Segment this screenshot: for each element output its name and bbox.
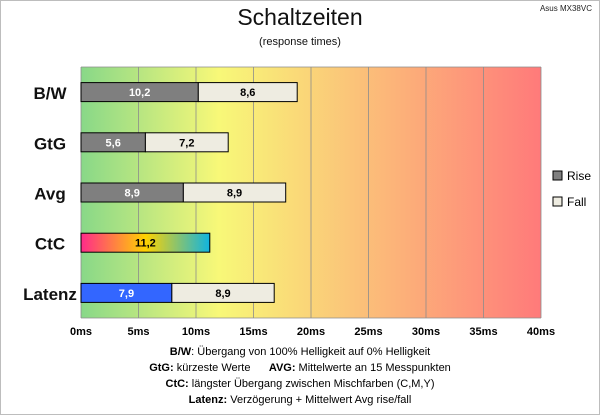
- legend-label: Fall: [567, 195, 586, 209]
- x-tick-label: 25ms: [354, 326, 382, 338]
- footer-line-bw: B/W: Übergang von 100% Helligkeit auf 0%…: [0, 344, 600, 360]
- legend-swatch: [552, 196, 563, 207]
- footer-text-ctc: längster Übergang zwischen Mischfarben (…: [188, 378, 435, 390]
- x-tick-label: 30ms: [412, 326, 440, 338]
- category-label: B/W: [33, 84, 67, 103]
- legend-label: Rise: [567, 169, 591, 183]
- legend-swatch: [552, 170, 563, 181]
- latenz-avg-bar: [171, 282, 275, 303]
- footer-key-latenz: Latenz:: [188, 394, 228, 406]
- x-tick-label: 5ms: [127, 326, 149, 338]
- x-tick-label: 40ms: [527, 326, 555, 338]
- footer-key-gtg: GtG:: [149, 362, 174, 374]
- footer-line-latenz: Latenz: Verzögerung + Mittelwert Avg ris…: [0, 392, 600, 408]
- footer-key-bw: B/W: [169, 346, 192, 358]
- footer-text-avg: Mittelwerte an 15 Messpunkten: [295, 362, 451, 374]
- chart-footer-notes: B/W: Übergang von 100% Helligkeit auf 0%…: [0, 344, 600, 408]
- footer-text-bw: : Übergang von 100% Helligkeit auf 0% He…: [191, 346, 431, 358]
- x-tick-label: 15ms: [239, 326, 267, 338]
- x-tick-label: 10ms: [182, 326, 210, 338]
- fall-bar-label: 8,9: [227, 188, 242, 200]
- chart-title: Schaltzeiten: [237, 4, 363, 30]
- fall-bar: [182, 182, 287, 203]
- fall-bar: [144, 132, 229, 153]
- x-tick-label: 0ms: [70, 326, 92, 338]
- footer-line-gtg-avg: GtG: kürzeste Werte AVG: Mittelwerte an …: [0, 360, 600, 376]
- chart-subtitle: (response times): [259, 36, 341, 48]
- latenz-avg-bar-label: 8,9: [215, 288, 230, 300]
- fall-bar: [197, 82, 298, 103]
- category-label: Avg: [34, 185, 66, 204]
- footer-text-latenz: Verzögerung + Mittelwert Avg rise/fall: [227, 394, 412, 406]
- fall-bar-label: 7,2: [179, 137, 194, 149]
- footer-text-gtg: kürzeste Werte: [173, 362, 251, 374]
- x-tick-label: 20ms: [297, 326, 325, 338]
- rise-bar-label: 8,9: [125, 188, 140, 200]
- category-label: GtG: [34, 134, 66, 153]
- ctc-bar-label: 11,2: [135, 238, 156, 250]
- rise-bar-label: 5,6: [106, 137, 121, 149]
- footer-key-avg: AVG:: [268, 362, 296, 374]
- ctc-bar: [80, 232, 211, 253]
- latenz-bar-label: 7,9: [119, 288, 134, 300]
- monitor-model-label: Asus MX38VC: [539, 4, 592, 13]
- footer-line-ctc: CtC: längster Übergang zwischen Mischfar…: [0, 376, 600, 392]
- x-tick-label: 35ms: [469, 326, 497, 338]
- category-label: Latenz: [23, 285, 77, 304]
- footer-key-ctc: CtC:: [165, 378, 189, 390]
- category-label: CtC: [35, 235, 65, 254]
- fall-bar-label: 8,6: [240, 87, 255, 99]
- rise-bar-label: 10,2: [129, 87, 150, 99]
